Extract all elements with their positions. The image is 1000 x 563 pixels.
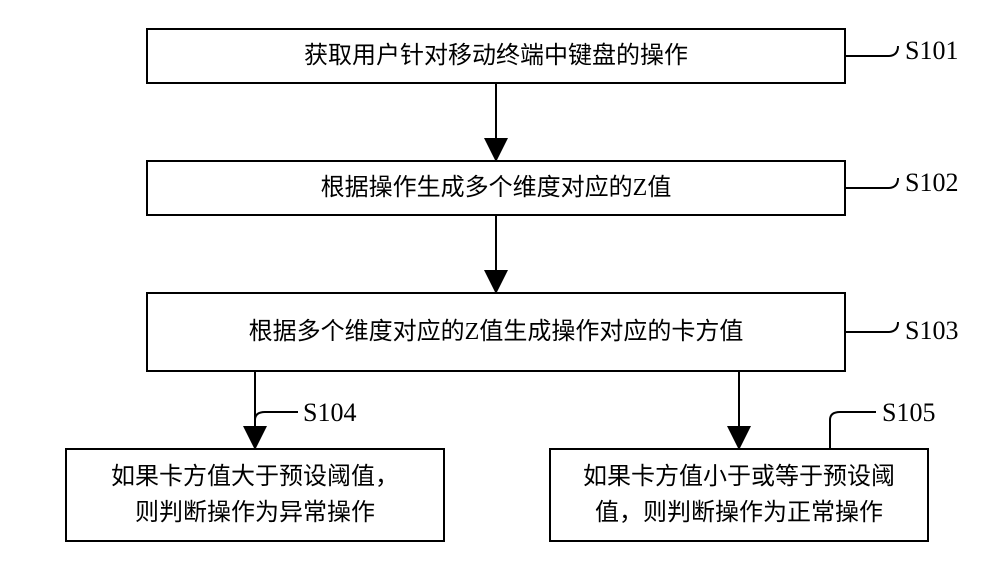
step-label-s102: S102 [905, 168, 958, 198]
flow-node-text: 根据操作生成多个维度对应的Z值 [321, 170, 672, 206]
step-label-s105: S105 [882, 398, 935, 428]
flow-node-s102: 根据操作生成多个维度对应的Z值 [146, 160, 846, 216]
flow-node-s105: 如果卡方值小于或等于预设阈 值，则判断操作为正常操作 [549, 448, 929, 542]
flow-node-s101: 获取用户针对移动终端中键盘的操作 [146, 28, 846, 84]
flow-node-text: 如果卡方值大于预设阈值， 则判断操作为异常操作 [111, 459, 399, 531]
step-label-s103: S103 [905, 316, 958, 346]
step-label-s101: S101 [905, 36, 958, 66]
flow-node-s103: 根据多个维度对应的Z值生成操作对应的卡方值 [146, 292, 846, 372]
flow-node-text: 根据多个维度对应的Z值生成操作对应的卡方值 [249, 314, 744, 350]
flow-node-s104: 如果卡方值大于预设阈值， 则判断操作为异常操作 [65, 448, 445, 542]
flowchart-canvas: 获取用户针对移动终端中键盘的操作 根据操作生成多个维度对应的Z值 根据多个维度对… [0, 0, 1000, 563]
flow-node-text: 如果卡方值小于或等于预设阈 值，则判断操作为正常操作 [583, 459, 895, 531]
flow-node-text: 获取用户针对移动终端中键盘的操作 [304, 38, 688, 74]
step-label-s104: S104 [303, 398, 356, 428]
